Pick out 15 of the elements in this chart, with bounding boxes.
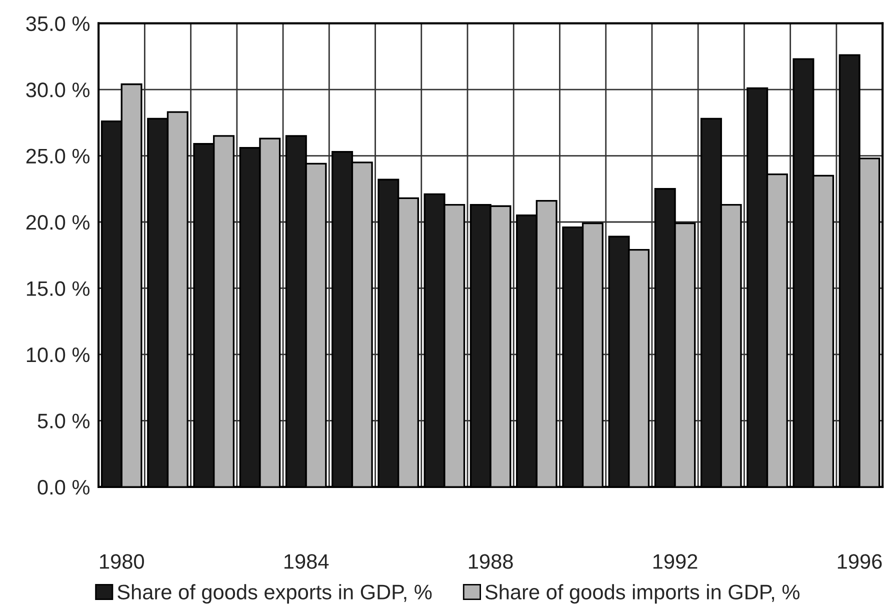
y-tick-label: 30.0 % <box>26 82 90 98</box>
x-tick-label: 1988 <box>468 554 513 569</box>
y-tick-label: 25.0 % <box>26 148 90 164</box>
y-tick-label: 15.0 % <box>26 281 90 296</box>
x-tick-label: 1996 <box>838 554 882 569</box>
y-tick-label: 0.0 % <box>38 480 90 495</box>
y-tick-label: 10.0 % <box>26 347 90 362</box>
x-tick-label: 1992 <box>653 554 698 569</box>
legend-label: Share of goods exports in GDP, % <box>118 584 432 604</box>
y-tick-label: 20.0 % <box>26 215 90 230</box>
y-tick-label: 35.0 % <box>26 16 90 32</box>
y-tick-label: 5.0 % <box>38 414 90 428</box>
x-tick-label: 1984 <box>284 554 329 569</box>
x-tick-label: 1980 <box>100 554 144 569</box>
legend-label: Share of goods imports in GDP, % <box>485 584 800 604</box>
